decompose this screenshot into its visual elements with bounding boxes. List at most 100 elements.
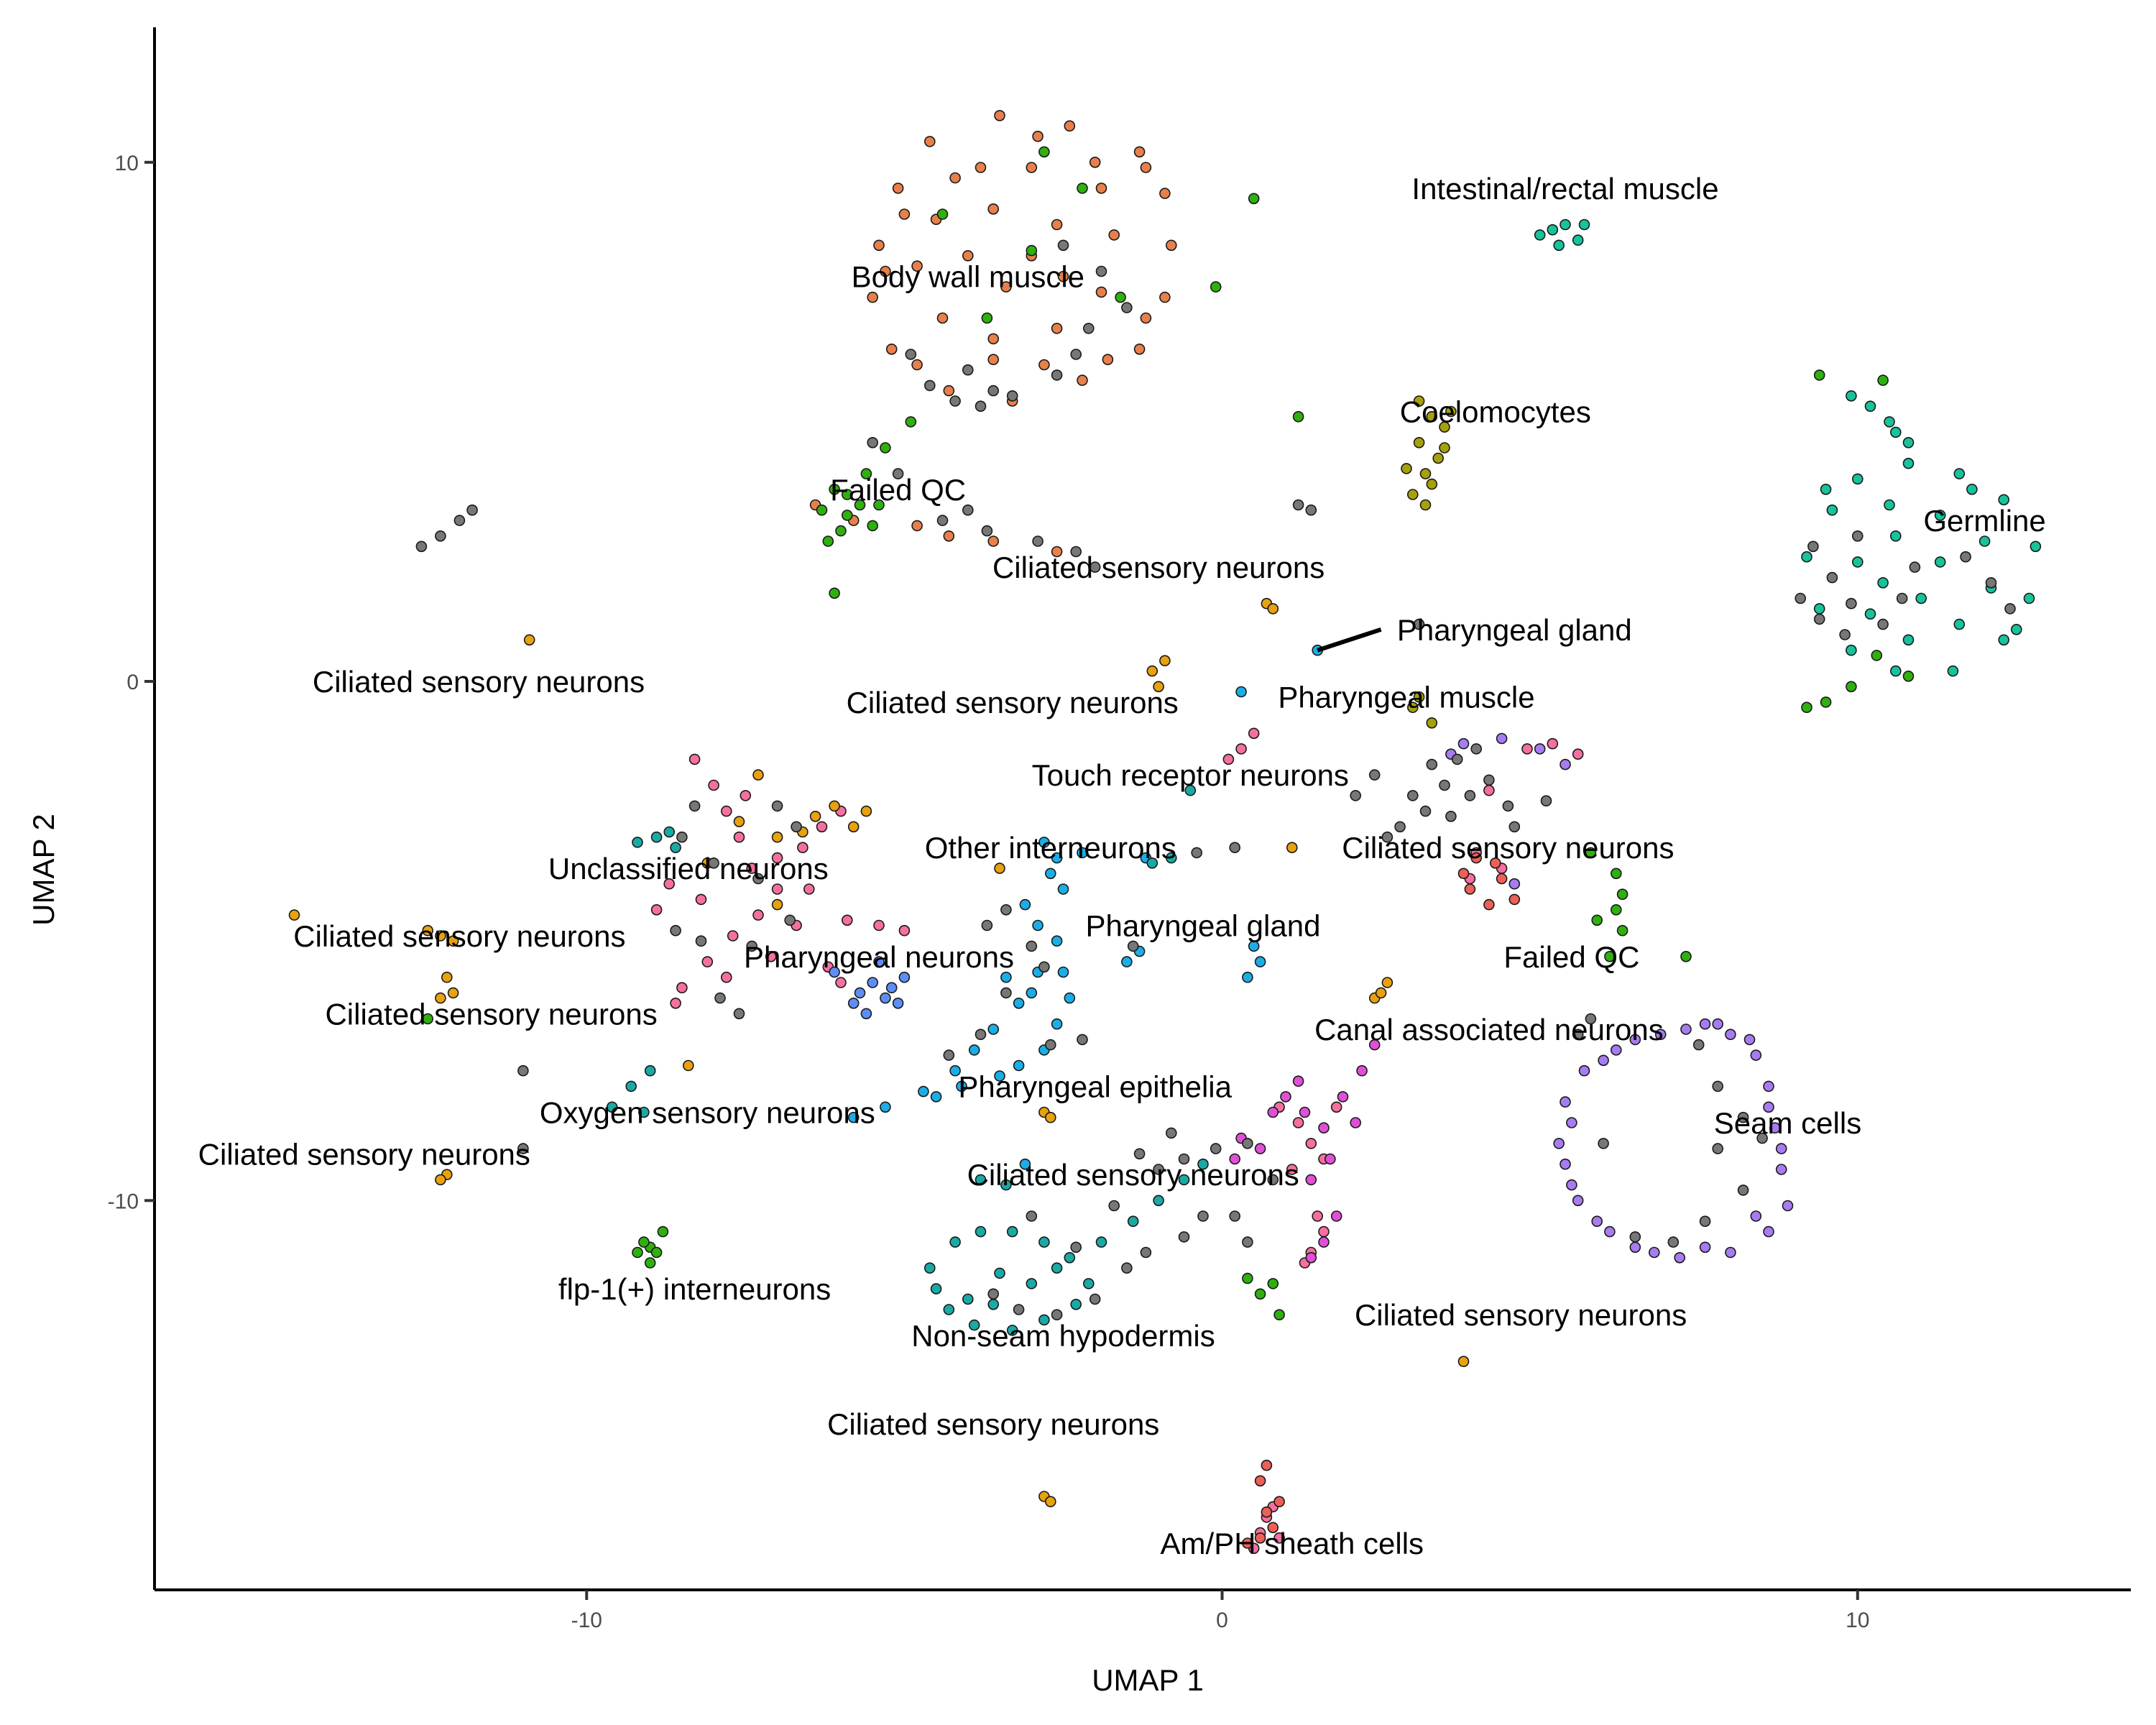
data-point [1273, 1532, 1285, 1544]
data-point [1261, 1459, 1273, 1471]
data-point [1184, 784, 1197, 796]
data-point [1095, 183, 1107, 194]
data-point [1127, 1215, 1139, 1227]
data-point [1305, 1174, 1317, 1186]
data-point [936, 515, 949, 526]
data-point [911, 260, 923, 272]
data-point [880, 1101, 891, 1113]
data-point [708, 779, 719, 791]
data-point [1038, 837, 1050, 848]
data-point [1699, 1241, 1711, 1254]
data-point [1051, 546, 1063, 558]
data-point [1826, 504, 1838, 516]
data-point [517, 1064, 529, 1077]
data-point [1026, 987, 1038, 999]
data-point [1350, 790, 1361, 801]
data-point [1490, 857, 1501, 869]
data-point [803, 883, 815, 895]
data-point [1846, 681, 1857, 693]
data-point [994, 1070, 1005, 1082]
data-point [1801, 551, 1812, 563]
data-point [1445, 405, 1457, 418]
data-point [918, 1085, 929, 1098]
data-point [1419, 499, 1432, 511]
data-point [447, 987, 459, 999]
x-axis-title: UMAP 1 [1092, 1663, 1204, 1697]
data-point [632, 837, 643, 848]
data-point [740, 790, 752, 801]
data-point [1013, 1304, 1025, 1315]
data-point [1038, 1314, 1050, 1326]
data-point [1457, 1356, 1470, 1367]
cluster-label: Ciliated sensory neurons [967, 1158, 1299, 1192]
data-point [842, 489, 853, 500]
data-point [632, 1246, 643, 1259]
data-point [847, 1111, 860, 1123]
data-point [1083, 1278, 1095, 1289]
data-point [1108, 1200, 1120, 1212]
data-point [1871, 650, 1883, 661]
data-point [1884, 499, 1895, 511]
data-point [1261, 1506, 1273, 1518]
data-point [1146, 857, 1158, 869]
data-point [873, 919, 885, 932]
data-point [1089, 561, 1101, 573]
data-point [1426, 758, 1438, 770]
data-point [1813, 603, 1825, 615]
data-point [1725, 1246, 1736, 1259]
data-point [994, 862, 1005, 874]
data-point [1350, 1117, 1361, 1128]
data-point [1394, 821, 1406, 833]
data-point [1419, 468, 1432, 479]
data-point [962, 364, 974, 376]
data-point [1846, 597, 1857, 610]
data-point [1629, 1231, 1641, 1243]
data-point [466, 504, 478, 516]
cluster-label: Ciliated sensory neurons [293, 919, 625, 953]
data-point [1051, 323, 1063, 334]
data-point [1381, 977, 1393, 988]
data-point [1553, 1138, 1565, 1149]
data-point [1095, 1236, 1107, 1248]
data-point [981, 525, 993, 537]
data-point [1254, 1288, 1266, 1300]
data-point [1820, 483, 1832, 495]
data-point [1013, 998, 1025, 1009]
data-point [880, 265, 891, 277]
data-point [1337, 1091, 1349, 1103]
cluster-label: Non-seam hypodermis [911, 1319, 1215, 1353]
data-point [1146, 665, 1158, 677]
data-point [962, 504, 974, 516]
data-point [1051, 218, 1063, 231]
data-point [1242, 1236, 1253, 1248]
data-point [1026, 940, 1038, 952]
data-point [1864, 608, 1876, 620]
cluster-label: Ciliated sensory neurons [325, 997, 657, 1031]
data-point [936, 208, 949, 220]
data-point [1133, 1148, 1146, 1160]
data-point [892, 468, 904, 479]
data-point [1763, 1225, 1774, 1238]
cluster-label: Body wall muscle [852, 260, 1084, 294]
data-point [1934, 556, 1946, 568]
data-point [650, 831, 663, 843]
data-point [771, 831, 783, 843]
cluster-label: Ciliated sensory neurons [992, 551, 1325, 584]
data-point [1000, 971, 1012, 983]
data-point [1229, 1153, 1240, 1165]
data-point [1356, 1064, 1368, 1077]
data-point [911, 359, 923, 371]
data-point [1064, 1252, 1076, 1264]
data-point [885, 982, 898, 993]
data-point [1038, 359, 1050, 371]
data-point [847, 998, 860, 1009]
data-point [1769, 1122, 1781, 1133]
data-point [1826, 571, 1838, 584]
data-point [771, 852, 783, 864]
data-point [644, 1064, 656, 1077]
data-point [1318, 1122, 1330, 1133]
data-point [650, 904, 663, 916]
data-point [975, 1029, 987, 1040]
data-point [1496, 732, 1508, 745]
